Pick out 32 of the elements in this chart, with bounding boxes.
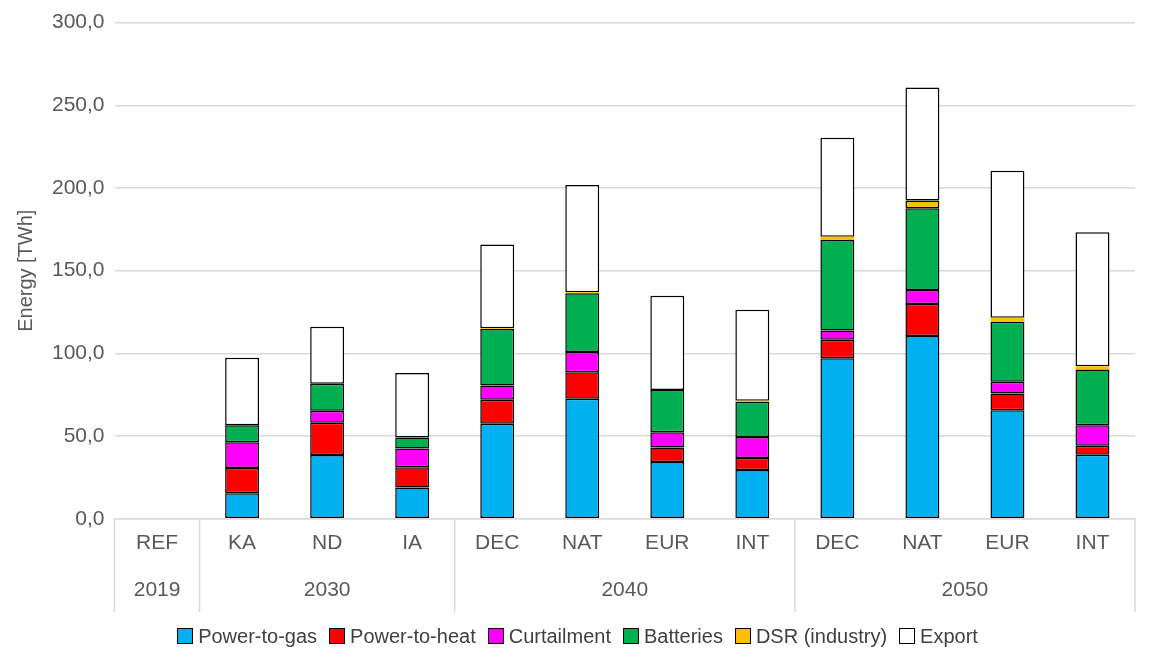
y-axis-title: Energy [TWh]: [13, 209, 36, 332]
y-tick-label: 50,0: [63, 422, 105, 446]
x-tick-label: DEC: [475, 530, 520, 554]
bar: [820, 236, 855, 241]
text: 2040: [601, 576, 649, 600]
x-tick-label: IA: [402, 530, 423, 554]
legend-label: Curtailment: [508, 624, 611, 648]
text: 2019: [133, 576, 181, 600]
y-tick-label: 0,0: [75, 505, 105, 529]
y-tick-label: 150,0: [51, 257, 105, 281]
y-tick-label: 300,0: [51, 9, 105, 33]
y-tick-label: 250,0: [51, 92, 105, 116]
legend-label: DSR (industry): [755, 624, 888, 648]
x-tick-label: REF: [136, 530, 179, 554]
x-tick-label: ND: [311, 530, 343, 554]
x-tick-label: EUR: [645, 530, 690, 554]
x-tick-label: EUR: [985, 530, 1030, 554]
legend-label: Export: [920, 624, 978, 648]
legend-label: Batteries: [643, 624, 723, 648]
text: 2030: [303, 576, 351, 600]
x-tick-label: INT: [1075, 530, 1110, 554]
legend-label: Power-to-heat: [350, 624, 476, 648]
x-tick-label: INT: [735, 530, 770, 554]
text: 2050: [941, 576, 989, 600]
x-tick-label: NAT: [562, 530, 603, 554]
y-tick-label: 200,0: [51, 174, 105, 198]
bar: [990, 317, 1025, 322]
x-tick-label: DEC: [815, 530, 860, 554]
x-tick-label: KA: [228, 530, 257, 554]
y-tick-label: 100,0: [51, 340, 105, 364]
legend-label: Power-to-gas: [198, 624, 318, 648]
x-tick-label: NAT: [902, 530, 943, 554]
